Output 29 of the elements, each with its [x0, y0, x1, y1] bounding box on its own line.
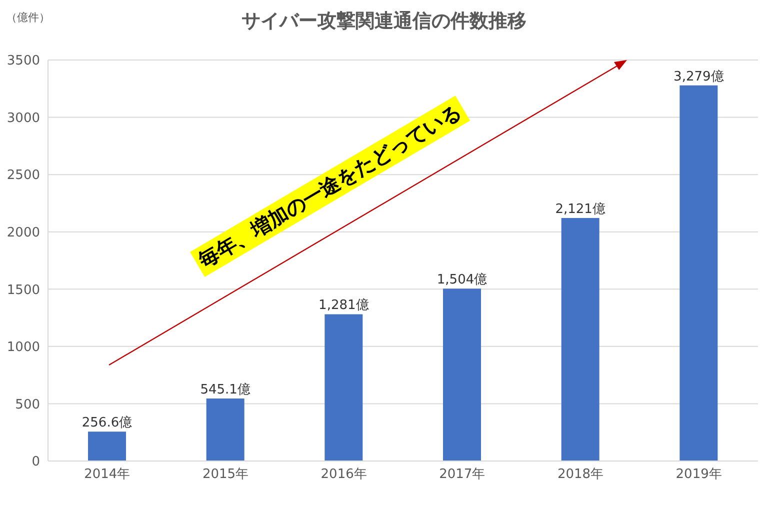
annotation: 毎年、増加の一途をたどっている [194, 99, 466, 272]
data-label: 2,121億 [555, 202, 606, 217]
bar [443, 288, 481, 461]
y-tick-label: 2500 [6, 168, 40, 184]
chart-title: サイバー攻撃関連通信の件数推移 [242, 10, 526, 32]
data-label: 1,504億 [436, 272, 488, 288]
x-tick-label: 2016年 [320, 467, 367, 482]
x-tick-label: 2018年 [557, 467, 604, 482]
data-label: 256.6億 [82, 416, 132, 431]
bar [561, 218, 600, 461]
y-tick-label: 2000 [6, 225, 40, 240]
y-axis-title: （億件） [6, 10, 50, 25]
bar [88, 432, 126, 461]
x-tick-label: 2015年 [202, 467, 249, 482]
data-label: 3,279億 [674, 69, 724, 84]
y-tick-label: 3500 [6, 54, 40, 69]
bar [206, 398, 244, 461]
y-tick-label: 3000 [6, 110, 40, 126]
y-tick-label: 1000 [6, 340, 40, 356]
y-tick-label: 1500 [6, 282, 40, 298]
bar [680, 85, 718, 461]
y-tick-label: 500 [15, 397, 40, 412]
x-tick-label: 2019年 [676, 467, 722, 482]
data-label: 545.1億 [200, 382, 250, 398]
y-tick-label: 0 [32, 454, 40, 470]
bar [324, 314, 363, 461]
x-tick-label: 2017年 [439, 467, 486, 482]
data-label: 1,281億 [318, 298, 369, 314]
x-tick-label: 2014年 [84, 467, 130, 482]
